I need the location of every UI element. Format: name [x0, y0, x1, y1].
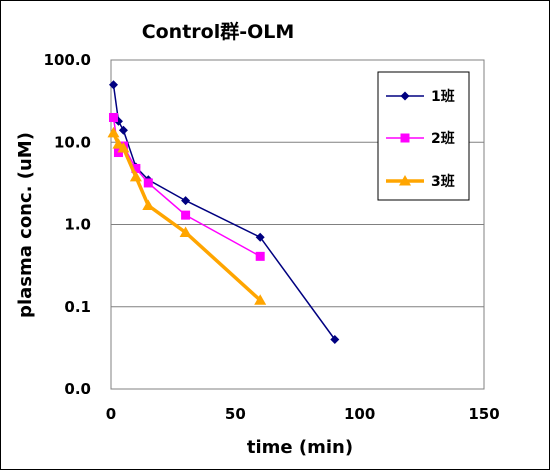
legend: 1班 2班 3班 — [377, 71, 470, 201]
legend-items: 1班 2班 3班 — [386, 88, 455, 190]
legend-swatch-marker — [399, 175, 411, 186]
data-point — [255, 232, 265, 242]
data-point — [143, 178, 153, 188]
legend-entry-2: 2班 — [386, 130, 455, 147]
data-point — [108, 112, 118, 122]
chart-title: Control群-OLM — [142, 20, 295, 43]
data-point — [129, 170, 142, 182]
y-axis-label: plasma conc. (uM) — [15, 132, 36, 318]
y-tick-label: 0.0 — [64, 380, 91, 398]
series-2 — [108, 112, 265, 261]
data-point — [117, 142, 130, 153]
y-tick-label: 10.0 — [54, 133, 91, 151]
y-tick-label: 1.0 — [64, 216, 91, 234]
x-tick-labels: 0 50 100 150 — [106, 405, 500, 423]
data-point — [181, 210, 191, 220]
series-1 — [108, 80, 340, 344]
series-line — [112, 84, 336, 340]
legend-swatch-marker — [400, 133, 410, 143]
x-tick-label: 100 — [344, 405, 375, 423]
legend-label: 2班 — [431, 130, 455, 147]
data-point — [108, 80, 118, 90]
x-tick-label: 50 — [225, 405, 246, 423]
data-point — [255, 251, 265, 261]
data-point — [330, 334, 340, 344]
legend-entry-1: 1班 — [386, 88, 455, 105]
series-layer — [107, 80, 340, 344]
x-tick-label: 150 — [468, 405, 499, 423]
data-point — [181, 196, 191, 206]
legend-entry-3: 3班 — [386, 173, 455, 190]
y-tick-label: 0.1 — [64, 298, 91, 316]
data-point — [107, 126, 120, 138]
data-point — [131, 163, 141, 173]
legend-swatch-marker — [400, 91, 410, 101]
legend-box — [377, 71, 470, 201]
y-tick-labels: 100.0 10.0 1.0 0.1 0.0 — [44, 51, 91, 398]
plot-border — [110, 59, 485, 390]
data-point — [179, 226, 192, 237]
x-axis-label: time (min) — [247, 437, 353, 458]
y-tick-label: 100.0 — [44, 51, 91, 69]
legend-label: 3班 — [431, 173, 455, 190]
data-point — [254, 294, 267, 305]
data-point — [118, 125, 128, 135]
legend-label: 1班 — [431, 88, 455, 105]
x-tick-label: 0 — [106, 405, 116, 423]
series-3 — [107, 126, 267, 305]
data-point — [142, 199, 155, 211]
